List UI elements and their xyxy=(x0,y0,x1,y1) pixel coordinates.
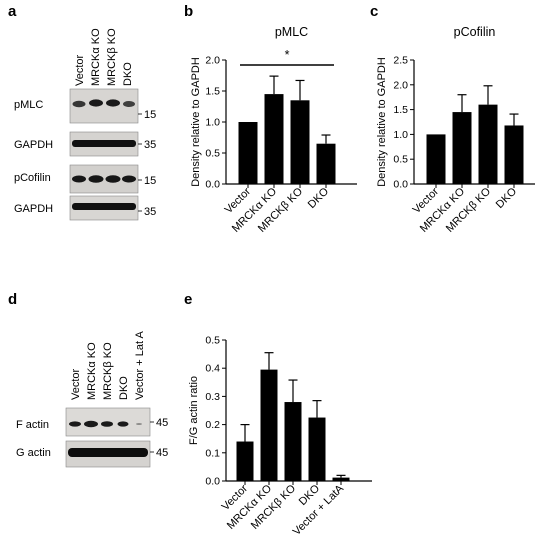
band xyxy=(84,420,98,428)
bar xyxy=(238,122,258,184)
y-tick-label: 0.4 xyxy=(205,363,220,375)
y-tick-label: 0.3 xyxy=(205,391,220,403)
blot-a-bands-gapdh-2 xyxy=(72,203,136,210)
band xyxy=(122,175,136,183)
chart-e-fg-actin: F/G actin ratio0.00.10.20.30.40.5VectorM… xyxy=(188,335,372,538)
blot-d-row-label-f-actin: F actin xyxy=(16,419,49,431)
blot-d-lane-vector: Vector xyxy=(70,368,82,400)
blot-a-bands-pcofilin xyxy=(72,175,136,183)
bar xyxy=(332,477,350,481)
y-tick-label: 0.1 xyxy=(205,447,220,459)
chart-title: pMLC xyxy=(275,25,308,39)
blot-a-bands-gapdh-1 xyxy=(72,140,136,147)
blot-d-lane-mrckb-ko: MRCKβ KO xyxy=(102,342,114,400)
y-tick-label: 0.0 xyxy=(393,179,408,191)
blot-panel-a: Vector MRCKα KO MRCKβ KO DKO pMLC 15 GAP… xyxy=(14,28,156,221)
blot-a-bands-pmlc xyxy=(72,99,135,108)
band xyxy=(88,175,104,183)
y-axis-label: Density relative to GAPDH xyxy=(376,57,388,187)
blot-d-row-label-g-actin: G actin xyxy=(16,447,51,459)
y-tick-label: 0.5 xyxy=(205,335,220,347)
chart-b-pmlc: pMLC Density relative to GAPDH 0.0 0.5 1.0 1.… xyxy=(190,25,357,235)
blot-a-row-label-gapdh-2: GAPDH xyxy=(14,203,53,215)
band xyxy=(72,140,136,147)
band xyxy=(72,203,136,210)
band xyxy=(105,175,121,183)
blot-a-lane-vector: Vector xyxy=(74,54,86,86)
blot-d-bands-g-actin xyxy=(68,448,148,457)
band xyxy=(89,99,103,107)
blot-a-lane-labels: Vector MRCKα KO MRCKβ KO DKO xyxy=(74,28,134,86)
band xyxy=(72,100,86,108)
bar xyxy=(426,134,446,184)
band xyxy=(68,448,148,457)
blot-d-lane-vector-lat-a: Vector + Lat A xyxy=(134,331,146,400)
y-tick-label: 0.5 xyxy=(205,148,220,160)
band xyxy=(106,99,120,107)
y-tick-label: 0.5 xyxy=(393,154,408,166)
blot-a-marker-gapdh-2: 35 xyxy=(144,206,156,218)
bar xyxy=(316,143,336,184)
significance-marker: * xyxy=(285,48,290,62)
bar xyxy=(260,369,278,481)
bar xyxy=(452,112,472,184)
y-tick-label: 2.0 xyxy=(393,79,408,91)
bar xyxy=(264,94,284,184)
chart-title: pCofilin xyxy=(454,25,496,39)
y-tick-label: 1.0 xyxy=(393,129,408,141)
bar xyxy=(236,441,254,481)
blot-a-lane-mrckb-ko: MRCKβ KO xyxy=(106,28,118,86)
bar xyxy=(504,125,524,184)
band xyxy=(123,101,135,107)
y-tick-label: 1.5 xyxy=(393,104,408,116)
panel-letter-b: b xyxy=(184,3,193,20)
blot-a-marker-pcofilin: 15 xyxy=(144,175,156,187)
blot-panel-d: Vector MRCKα KO MRCKβ KO DKO Vector + La… xyxy=(16,331,168,468)
y-tick-label: 0.0 xyxy=(205,476,220,488)
blot-d-marker-g-actin: 45 xyxy=(156,447,168,459)
x-tick-label: DKO xyxy=(494,185,520,211)
blot-d-marker-f-actin: 45 xyxy=(156,417,168,429)
panel-letter-e: e xyxy=(184,291,192,308)
bar xyxy=(290,100,310,184)
band xyxy=(69,421,81,427)
panel-letter-d: d xyxy=(8,291,17,308)
blot-a-lane-dko: DKO xyxy=(122,62,134,86)
y-tick-label: 2.0 xyxy=(205,55,220,67)
blot-a-lane-mrcka-ko: MRCKα KO xyxy=(90,28,102,86)
chart-c-pcofilin: pCofilin Density relative to GAPDH 0.0 0.5 1… xyxy=(376,25,535,235)
x-tick-label: DKO xyxy=(306,185,332,211)
y-tick-label: 1.5 xyxy=(205,86,220,98)
bar xyxy=(308,417,326,481)
blot-a-marker-pmlc: 15 xyxy=(144,109,156,121)
blot-a-row-label-pcofilin: pCofilin xyxy=(14,172,51,184)
band xyxy=(72,175,86,183)
blot-d-lane-dko: DKO xyxy=(118,376,130,400)
y-axis-label: Density relative to GAPDH xyxy=(190,57,202,187)
blot-d-lane-mrcka-ko: MRCKα KO xyxy=(86,342,98,400)
blot-d-bands-f-actin xyxy=(69,420,142,428)
bar xyxy=(284,402,302,481)
panel-letter-c: c xyxy=(370,3,378,20)
panel-letter-a: a xyxy=(8,3,17,20)
y-tick-label: 0.0 xyxy=(205,179,220,191)
blot-a-row-label-gapdh-1: GAPDH xyxy=(14,139,53,151)
band xyxy=(136,423,142,425)
y-tick-label: 1.0 xyxy=(205,117,220,129)
blot-a-row-label-pmlc: pMLC xyxy=(14,99,43,111)
band xyxy=(117,421,129,427)
blot-d-lane-labels: Vector MRCKα KO MRCKβ KO DKO Vector + La… xyxy=(70,331,146,400)
y-tick-label: 2.5 xyxy=(393,55,408,67)
y-tick-label: 0.2 xyxy=(205,419,220,431)
blot-a-marker-gapdh-1: 35 xyxy=(144,139,156,151)
bar xyxy=(478,104,498,184)
band xyxy=(101,421,113,427)
y-axis-label: F/G actin ratio xyxy=(188,376,200,445)
